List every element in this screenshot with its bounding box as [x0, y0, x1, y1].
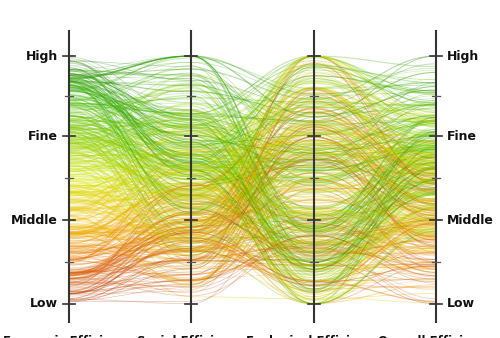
- Text: Middle: Middle: [447, 214, 494, 226]
- Text: Middle: Middle: [11, 214, 58, 226]
- Text: Economic Efficiency: Economic Efficiency: [3, 335, 134, 338]
- Text: High: High: [26, 49, 58, 63]
- Text: Low: Low: [447, 297, 475, 310]
- Text: Overall Efficiency: Overall Efficiency: [378, 335, 494, 338]
- Text: Fine: Fine: [447, 130, 477, 143]
- Text: Low: Low: [30, 297, 58, 310]
- Text: Social Efficiency: Social Efficiency: [137, 335, 246, 338]
- Text: High: High: [447, 49, 479, 63]
- Text: Ecological Efficiency: Ecological Efficiency: [246, 335, 381, 338]
- Text: Fine: Fine: [28, 130, 58, 143]
